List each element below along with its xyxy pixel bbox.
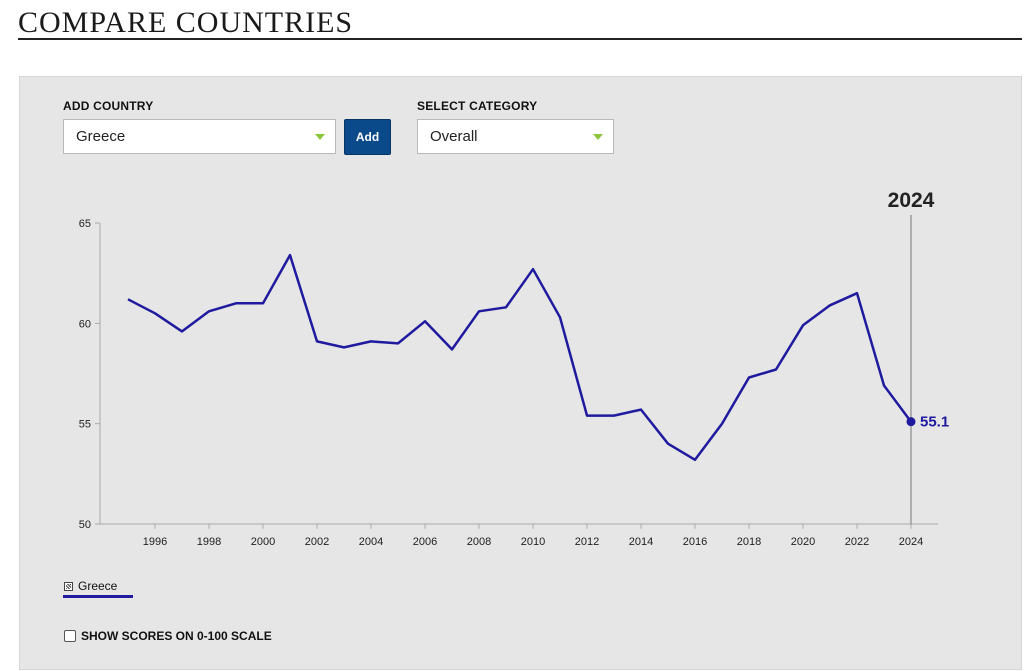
y-axis-ticks: 50 55 60 65 bbox=[79, 218, 100, 531]
x-axis-ticks: 1996 1998 2000 2002 2004 2006 2008 2010 2012 2014… bbox=[143, 524, 923, 548]
country-select-value: Greece bbox=[76, 128, 126, 145]
select-category-label: SELECT CATEGORY bbox=[417, 99, 538, 113]
chart-axes bbox=[99, 223, 938, 525]
x-tick-label: 2016 bbox=[683, 536, 707, 548]
scale-checkbox[interactable] bbox=[64, 630, 76, 642]
compare-panel: ADD COUNTRY Greece Add SELECT CATEGORY O… bbox=[19, 76, 1022, 670]
x-tick-label: 2002 bbox=[305, 536, 329, 548]
title-divider bbox=[18, 38, 1022, 40]
category-select-value: Overall bbox=[430, 128, 478, 145]
add-country-button[interactable]: Add bbox=[344, 119, 391, 155]
x-tick-label: 1998 bbox=[197, 536, 221, 548]
x-tick-label: 2012 bbox=[575, 536, 599, 548]
x-tick-label: 2014 bbox=[629, 536, 653, 548]
selected-year-label: 2024 bbox=[888, 189, 935, 212]
page-title: COMPARE COUNTRIES bbox=[18, 6, 354, 39]
x-tick-label: 2004 bbox=[359, 536, 383, 548]
last-value-label: 55.1 bbox=[920, 414, 949, 431]
y-tick-label: 55 bbox=[79, 419, 91, 431]
legend-label: Greece bbox=[78, 579, 118, 593]
y-tick-label: 65 bbox=[79, 218, 91, 230]
series-lines: 55.1 bbox=[127, 253, 949, 462]
scale-toggle-label: SHOW SCORES ON 0-100 SCALE bbox=[81, 629, 272, 643]
x-tick-label: 2018 bbox=[737, 536, 761, 548]
add-country-label: ADD COUNTRY bbox=[63, 99, 154, 113]
legend-checkbox-icon bbox=[64, 581, 73, 591]
last-value-point bbox=[906, 417, 916, 427]
series-line-greece bbox=[127, 253, 913, 462]
category-select[interactable]: Overall bbox=[417, 119, 614, 154]
chevron-down-icon bbox=[593, 134, 603, 140]
legend-entry-greece[interactable]: Greece bbox=[64, 579, 117, 593]
x-tick-label: 2008 bbox=[467, 536, 491, 548]
x-tick-label: 2020 bbox=[791, 536, 815, 548]
y-tick-label: 60 bbox=[79, 318, 91, 330]
x-tick-label: 2010 bbox=[521, 536, 545, 548]
country-select[interactable]: Greece bbox=[63, 119, 336, 154]
x-tick-label: 2024 bbox=[899, 536, 923, 548]
x-tick-label: 2022 bbox=[845, 536, 869, 548]
x-tick-label: 2006 bbox=[413, 536, 437, 548]
x-tick-label: 1996 bbox=[143, 536, 167, 548]
legend-series-swatch bbox=[63, 595, 133, 598]
year-marker: 2024 bbox=[888, 189, 935, 524]
x-tick-label: 2000 bbox=[251, 536, 275, 548]
y-tick-label: 50 bbox=[79, 519, 91, 531]
scale-toggle[interactable]: SHOW SCORES ON 0-100 SCALE bbox=[64, 629, 272, 643]
chevron-down-icon bbox=[315, 134, 325, 140]
line-chart: 50 55 60 65 1996 1998 2000 2002 2004 2006 2008 201… bbox=[79, 189, 949, 548]
